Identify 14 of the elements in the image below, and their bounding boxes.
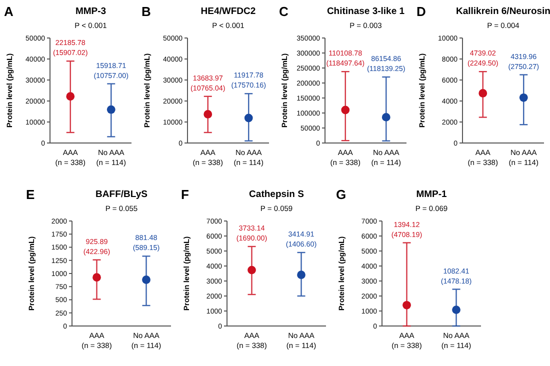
text: F [181, 187, 189, 202]
chart-title: Chitinase 3-like 1 [326, 6, 406, 17]
chart-title: Cathepsin S [249, 189, 304, 200]
text: B [142, 4, 151, 19]
chart-title: BAFF/BLyS [96, 189, 148, 200]
text: G [336, 187, 346, 202]
chart-title: HE4/WFDC2 [200, 6, 256, 17]
chart-title: MMP-3 [75, 6, 106, 17]
text: E [26, 187, 35, 202]
chart-title: Kallikrein 6/Neurosin [456, 6, 550, 17]
text: C [279, 4, 289, 19]
chart-title: MMP-1 [416, 189, 448, 200]
text: A [4, 4, 14, 19]
text: D [416, 4, 426, 19]
